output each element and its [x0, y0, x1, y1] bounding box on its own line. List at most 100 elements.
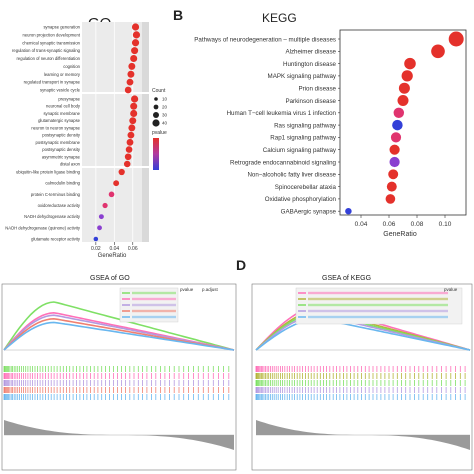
- kegg-dot: [431, 44, 445, 59]
- gsea-go-legend-entry: [132, 291, 176, 295]
- kegg-dot: [401, 70, 413, 82]
- go-legend-size-label: 40: [162, 121, 168, 126]
- go-category-label: cognition: [63, 64, 80, 69]
- go-legend-size-dot: [153, 104, 159, 110]
- go-dot: [124, 153, 132, 161]
- go-category-label: synaptic membrane: [43, 111, 80, 116]
- go-legend-size-dot: [154, 97, 158, 101]
- go-category-label: glutamate receptor activity: [31, 237, 81, 242]
- go-legend-pvalue-title: pvalue: [152, 130, 167, 136]
- go-dot: [124, 86, 132, 94]
- go-dot: [123, 160, 131, 168]
- go-category-label: synapse generation: [43, 25, 80, 30]
- go-dot: [126, 78, 134, 86]
- kegg-dot: [386, 181, 397, 192]
- kegg-dot: [448, 31, 464, 47]
- go-category-label: neuronal cell body: [46, 104, 81, 109]
- gsea-go-title: GSEA of GO: [90, 275, 130, 282]
- kegg-category-label: Spinocerebellar ataxia: [275, 184, 337, 191]
- gsea-kegg-legend-entry: [308, 303, 448, 307]
- kegg-dot: [397, 95, 409, 106]
- go-dot: [132, 31, 141, 39]
- go-category-label: chemical synaptic transmission: [22, 40, 80, 45]
- gsea-go-es-curve: [3, 301, 235, 351]
- go-category-label: postsynaptic density: [42, 147, 81, 152]
- go-dot: [125, 146, 133, 153]
- panel-b: B KEGG Pathways of neurodegeneration – m…: [173, 7, 467, 238]
- kegg-category-label: GABAergic synapse: [281, 209, 337, 216]
- go-dot: [130, 102, 138, 110]
- go-category-label: regulation of trans-synaptic signaling: [12, 48, 81, 53]
- go-category-label: postsynaptic density: [42, 133, 81, 138]
- go-facet-strip-cc: [142, 94, 149, 166]
- go-dot: [126, 138, 134, 146]
- go-category-label: neuron projection development: [22, 32, 80, 37]
- go-dot: [97, 225, 102, 231]
- go-dot: [127, 131, 135, 139]
- go-category-label: presynapse: [58, 97, 80, 102]
- kegg-xtick-label: 0.10: [439, 221, 452, 228]
- go-category-label: NADH dehydrogenase activity: [24, 214, 81, 219]
- gsea-kegg-es-curve: [255, 317, 471, 351]
- kegg-category-label: Pathways of neurodegeneration – multiple…: [194, 36, 336, 43]
- go-category-label: NADH dehydrogenase (quinone) activity: [5, 225, 81, 230]
- go-category-label: oxidoreductase activity: [38, 203, 81, 208]
- kegg-dot: [389, 144, 400, 155]
- kegg-dot: [392, 119, 403, 131]
- go-dot: [131, 95, 139, 103]
- kegg-category-label: Rap1 signaling pathway: [270, 135, 337, 142]
- gsea-kegg-panel-letter: D: [236, 257, 246, 273]
- go-category-label: ubiquitin-like protein ligase binding: [16, 170, 81, 175]
- kegg-dot: [389, 156, 400, 168]
- go-dot: [128, 62, 136, 70]
- gsea-go-legend-entry: [132, 297, 176, 301]
- go-category-label: synaptic vesicle cycle: [40, 88, 81, 93]
- gsea-go-legend-entry: [132, 315, 176, 319]
- go-legend-size-label: 20: [162, 105, 168, 110]
- go-legend-pvalue-bar: [153, 138, 159, 170]
- kegg-xtick-label: 0.08: [411, 221, 424, 228]
- go-dot: [113, 180, 120, 187]
- kegg-xlabel: GeneRatio: [383, 231, 417, 238]
- go-legend-count-title: Count: [152, 88, 166, 94]
- go-dot: [102, 202, 108, 209]
- gsea-go-legend-entry: [132, 303, 176, 307]
- go-dot: [108, 191, 115, 198]
- kegg-category-label: Retrograde endocannabinoid signaling: [230, 159, 337, 166]
- kegg-dot: [390, 132, 402, 143]
- go-dot: [127, 70, 135, 78]
- kegg-dot: [398, 82, 410, 94]
- kegg-xtick-label: 0.04: [355, 221, 368, 228]
- go-dot: [98, 214, 104, 220]
- kegg-category-label: MAPK signaling pathway: [268, 73, 337, 80]
- kegg-dot: [393, 107, 405, 119]
- go-dot: [131, 23, 140, 31]
- go-xlabel: GeneRatio: [98, 253, 127, 259]
- go-dot: [118, 168, 125, 176]
- kegg-category-label: Ras signaling pathway: [274, 122, 337, 129]
- panel-d: D GSEA of KEGG pvalue: [236, 257, 473, 471]
- go-category-label: distal axon: [60, 162, 81, 167]
- go-dot: [131, 39, 140, 47]
- panel-c: GSEA of GO pvalue p.adjust: [1, 275, 237, 471]
- kegg-category-label: Calcium signaling pathway: [263, 147, 337, 154]
- go-dot: [130, 109, 138, 117]
- kegg-dot: [345, 207, 352, 215]
- gsea-kegg-legend-entry: [308, 315, 448, 319]
- go-category-label: protein C-terminus binding: [31, 192, 81, 197]
- go-facet-strip-mf: [142, 168, 149, 242]
- gsea-kegg-title: GSEA of KEGG: [322, 275, 371, 282]
- go-category-label: regulated transport in synapse: [24, 80, 81, 85]
- gsea-kegg-legend-entry: [308, 309, 448, 313]
- kegg-plot-area: [339, 29, 467, 216]
- go-category-label: glutamatergic synapse: [38, 118, 81, 123]
- go-legend-size-dot: [152, 119, 160, 127]
- kegg-category-label: Huntington disease: [283, 61, 337, 68]
- kegg-dot: [388, 169, 399, 180]
- go-facet-strip-bp: [142, 22, 149, 92]
- go-category-label: asymmetric synapse: [42, 154, 81, 159]
- gsea-go-table-header: p.adjust: [202, 287, 219, 292]
- go-xtick-label: 0.06: [128, 246, 138, 252]
- go-legend: Count 10 20 30 40 pvalue: [152, 88, 168, 170]
